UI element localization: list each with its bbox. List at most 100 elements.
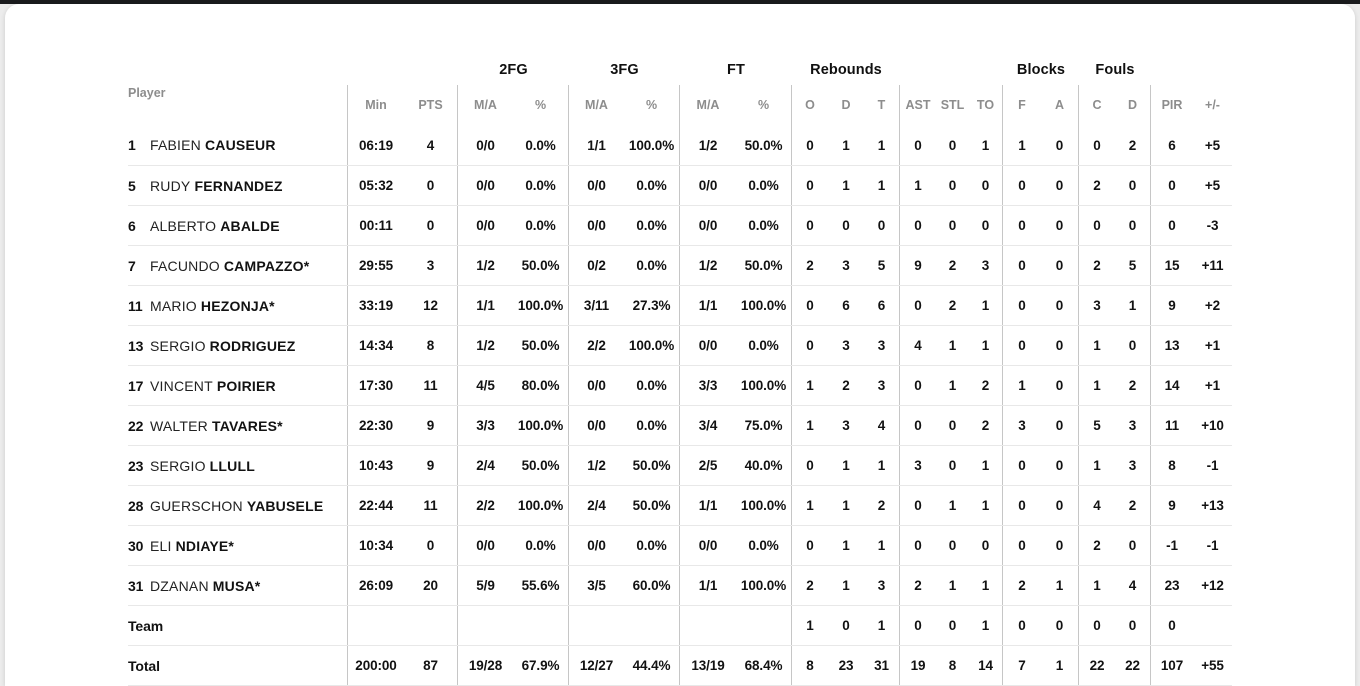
player-name: FACUNDO CAMPAZZO* <box>150 257 310 274</box>
stat-reb-d: 0 <box>842 218 850 233</box>
player-row[interactable]: 5 RUDY FERNANDEZ 05:32 0 0/0 0.0% 0/0 0.0… <box>128 165 1232 205</box>
player-row[interactable]: 11 MARIO HEZONJA* 33:19 12 1/1 100.0% 3/1… <box>128 285 1232 325</box>
stat-fouls-d: 3 <box>1115 446 1151 485</box>
stat-2fg-ma: 5/9 <box>476 578 495 593</box>
stat-ast: 4 <box>914 338 922 353</box>
stat-min: 29:55 <box>358 258 394 273</box>
player-row[interactable]: 17 VINCENT POIRIER 17:30 11 4/5 80.0% 0/0… <box>128 365 1232 405</box>
stat-reb-o: 0 <box>806 458 814 473</box>
stat-reb-o: 1 <box>806 378 814 393</box>
stat-reb-d: 3 <box>842 258 850 273</box>
stat-min: 14:34 <box>358 338 394 353</box>
stat-3fg-ma: 3/5 <box>587 578 606 593</box>
player-row[interactable]: 31 DZANAN MUSA* 26:09 20 5/9 55.6% 3/5 60… <box>128 565 1232 605</box>
stat-blk-f: 1 <box>1018 378 1026 393</box>
stat-3fg-pct: 0.0% <box>624 206 680 245</box>
player-number: 1 <box>128 137 136 153</box>
stat-min: 17:30 <box>358 378 394 393</box>
stat-blk-a: 0 <box>1041 326 1079 365</box>
stat-blk-a: 0 <box>1041 166 1079 205</box>
stat-blk-f: 0 <box>1018 538 1026 553</box>
stat-plusminus <box>1193 606 1232 645</box>
summary-row: Team 1 0 1 0 0 1 0 0 0 0 0 <box>128 605 1232 645</box>
stat-stl: 0 <box>948 538 957 553</box>
col-header-3fg-pct: % <box>624 85 680 125</box>
stat-plusminus: +1 <box>1204 378 1221 393</box>
stat-reb-d: 0 <box>842 618 850 633</box>
stat-ft-pct: 0.0% <box>736 206 792 245</box>
boxscore-card: 2FG 3FG FT Rebounds Blocks Fouls Player … <box>5 4 1355 686</box>
stat-reb-o: 1 <box>806 498 814 513</box>
stat-2fg-pct: 0.0% <box>513 166 569 205</box>
player-row[interactable]: 23 SERGIO LLULL 10:43 9 2/4 50.0% 1/2 50.… <box>128 445 1232 485</box>
stat-pir: 9 <box>1168 498 1176 513</box>
stat-ft-ma: 1/1 <box>698 498 718 513</box>
stat-to: 1 <box>969 606 1003 645</box>
group-header-row: 2FG 3FG FT Rebounds Blocks Fouls <box>128 55 1232 85</box>
col-header-pir: PIR <box>1161 98 1183 112</box>
stat-2fg-ma: 2/4 <box>476 458 495 473</box>
stat-pir: 0 <box>1168 178 1176 193</box>
stat-2fg-pct: 50.0% <box>513 446 569 485</box>
col-header-blk-a: A <box>1041 85 1079 125</box>
stat-fouls-d: 4 <box>1115 566 1151 605</box>
stat-3fg-ma: 0/0 <box>587 218 606 233</box>
summary-label-cell: Team <box>128 606 348 645</box>
col-header-plusminus: +/- <box>1205 98 1220 112</box>
player-row[interactable]: 6 ALBERTO ABALDE 00:11 0 0/0 0.0% 0/0 0.0… <box>128 205 1232 245</box>
group-header-3fg: 3FG <box>610 62 639 78</box>
stat-ast: 0 <box>914 538 922 553</box>
stat-ft-ma: 0/0 <box>698 178 718 193</box>
group-header-2fg: 2FG <box>499 62 528 78</box>
stat-2fg-ma: 1/2 <box>476 338 495 353</box>
player-row[interactable]: 22 WALTER TAVARES* 22:30 9 3/3 100.0% 0/0… <box>128 405 1232 445</box>
stat-3fg-ma: 3/11 <box>583 298 610 313</box>
stat-pts: 8 <box>404 326 458 365</box>
stat-to: 1 <box>969 326 1003 365</box>
player-row[interactable]: 13 SERGIO RODRIGUEZ 14:34 8 1/2 50.0% 2/2… <box>128 325 1232 365</box>
stat-reb-d: 1 <box>842 538 850 553</box>
stat-reb-t: 1 <box>864 606 900 645</box>
stat-pir: -1 <box>1166 538 1178 553</box>
player-number: 23 <box>128 457 144 474</box>
stat-reb-d: 1 <box>842 498 850 513</box>
stat-3fg-pct: 60.0% <box>624 566 680 605</box>
stat-2fg-ma: 3/3 <box>476 418 495 433</box>
player-cell: 6 ALBERTO ABALDE <box>128 206 348 245</box>
group-header-fouls: Fouls <box>1095 62 1135 78</box>
stat-ft-ma: 3/3 <box>698 378 718 393</box>
stat-3fg-ma <box>569 606 624 645</box>
stat-fouls-d: 0 <box>1115 606 1151 645</box>
col-header-3fg-ma: M/A <box>585 98 608 112</box>
summary-label-cell: Total <box>128 646 348 685</box>
stat-blk-a: 1 <box>1041 646 1079 685</box>
player-number: 31 <box>128 577 144 594</box>
player-row[interactable]: 30 ELI NDIAYE* 10:34 0 0/0 0.0% 0/0 0.0% … <box>128 525 1232 565</box>
top-strip <box>0 0 1360 4</box>
stat-blk-a: 0 <box>1041 286 1079 325</box>
stat-fouls-c: 3 <box>1093 298 1101 313</box>
stat-min: 05:32 <box>358 178 394 193</box>
stat-pir: 23 <box>1164 578 1180 593</box>
stat-3fg-pct: 0.0% <box>624 526 680 565</box>
stat-2fg-ma: 4/5 <box>476 378 495 393</box>
player-row[interactable]: 28 GUERSCHON YABUSELE 22:44 11 2/2 100.0%… <box>128 485 1232 525</box>
stat-2fg-pct: 0.0% <box>513 125 569 165</box>
stat-ft-pct: 0.0% <box>736 326 792 365</box>
stat-reb-d: 3 <box>842 418 850 433</box>
stat-pir: 6 <box>1168 137 1176 153</box>
boxscore-table: 2FG 3FG FT Rebounds Blocks Fouls Player … <box>128 55 1232 686</box>
stat-pts: 9 <box>404 446 458 485</box>
stat-fouls-c: 2 <box>1093 538 1101 553</box>
player-row[interactable]: 7 FACUNDO CAMPAZZO* 29:55 3 1/2 50.0% 0/2… <box>128 245 1232 285</box>
player-name: MARIO HEZONJA* <box>150 297 275 314</box>
player-name: FABIEN CAUSEUR <box>150 137 276 153</box>
stat-pir: 9 <box>1168 298 1176 313</box>
stat-min: 00:11 <box>359 218 393 233</box>
stat-3fg-pct: 0.0% <box>624 166 680 205</box>
stat-pts: 0 <box>404 166 458 205</box>
col-header-pts: PTS <box>404 85 458 125</box>
player-row[interactable]: 1 FABIEN CAUSEUR 06:19 4 0/0 0.0% 1/1 100… <box>128 125 1232 165</box>
stat-reb-o: 1 <box>806 618 814 633</box>
stat-plusminus: +12 <box>1201 578 1224 593</box>
